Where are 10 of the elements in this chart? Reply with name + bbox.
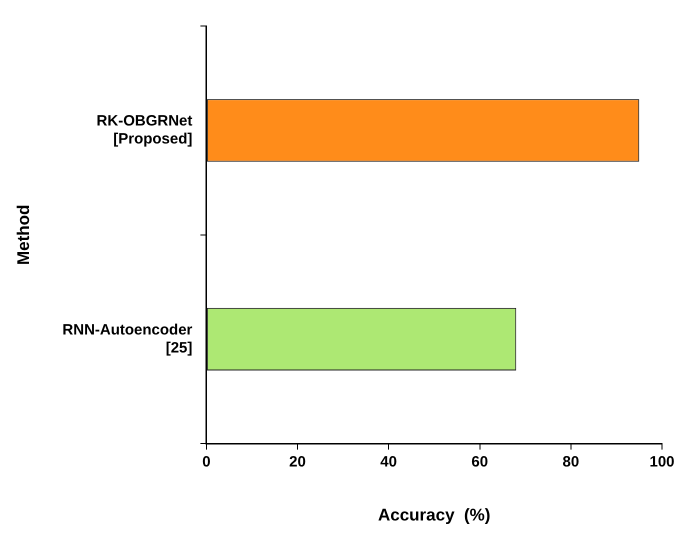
y-tick-label: RNN-Autoencoder [25] bbox=[62, 321, 193, 356]
x-axis-title: Accuracy (%) bbox=[378, 505, 490, 524]
y-axis-title: Method bbox=[14, 204, 33, 266]
x-tick-label: 0 bbox=[202, 454, 211, 471]
x-tick-label: 80 bbox=[562, 454, 580, 471]
y-tick-label: RK-OBGRNet [Proposed] bbox=[96, 112, 192, 148]
x-tick-label: 60 bbox=[471, 454, 488, 471]
x-tick-label: 40 bbox=[380, 454, 397, 471]
x-tick-label: 100 bbox=[649, 454, 675, 471]
x-tick-label: 20 bbox=[289, 454, 306, 471]
